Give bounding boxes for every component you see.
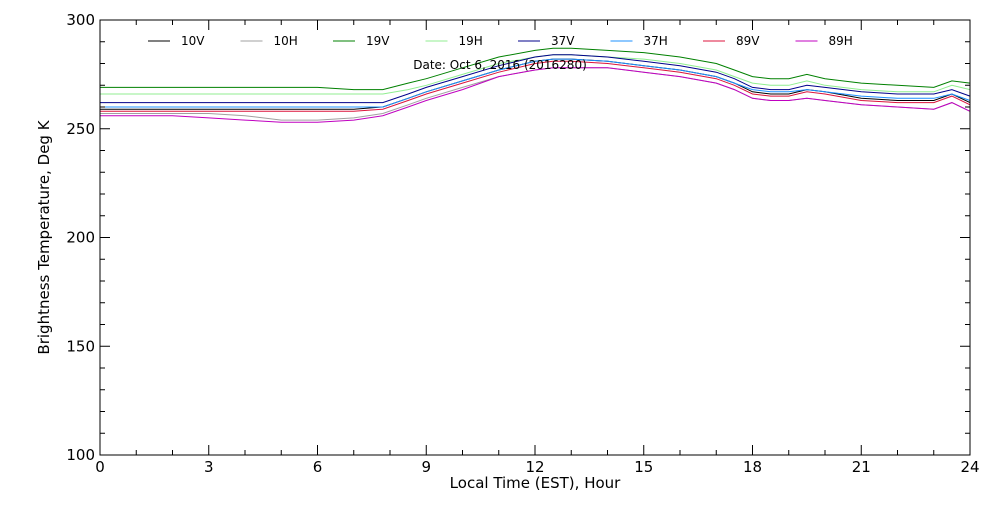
legend-label-10h: 10H xyxy=(274,34,298,48)
series-line-37v xyxy=(100,54,971,104)
x-axis-title: Local Time (EST), Hour xyxy=(450,474,621,492)
y-tick-label: 300 xyxy=(66,11,95,29)
x-tick-label: 3 xyxy=(204,458,214,476)
x-tick-label: 15 xyxy=(634,458,653,476)
x-tick-label: 18 xyxy=(743,458,762,476)
series-line-89h xyxy=(100,67,971,123)
date-annotation: Date: Oct 6, 2016 (2016280) xyxy=(413,58,587,72)
legend-label-19v: 19V xyxy=(366,34,390,48)
series-line-89v xyxy=(100,60,971,112)
x-tick-label: 0 xyxy=(95,458,105,476)
legend-label-37h: 37H xyxy=(644,34,668,48)
series-line-37h xyxy=(100,58,971,108)
x-tick-label: 21 xyxy=(852,458,871,476)
legend-label-10v: 10V xyxy=(181,34,205,48)
legend-label-19h: 19H xyxy=(459,34,483,48)
series-lines xyxy=(100,47,971,123)
x-tick-label: 12 xyxy=(525,458,544,476)
y-tick-label: 100 xyxy=(66,446,95,464)
y-tick-label: 150 xyxy=(66,337,95,355)
legend-label-37v: 37V xyxy=(551,34,575,48)
y-axis-title: Brightness Temperature, Deg K xyxy=(35,119,53,354)
y-tick-label: 200 xyxy=(66,229,95,247)
y-tick-label: 250 xyxy=(66,120,95,138)
legend: 10V 10H 19V 19H 37V 37H 89V 89H xyxy=(148,34,853,48)
legend-label-89h: 89H xyxy=(829,34,853,48)
x-tick-label: 9 xyxy=(421,458,431,476)
axis-ticks xyxy=(99,19,971,456)
plot-frame xyxy=(99,19,971,456)
legend-label-89v: 89V xyxy=(736,34,760,48)
x-tick-label: 24 xyxy=(960,458,979,476)
series-line-19v xyxy=(100,47,971,91)
tick-labels: 0 3 6 9 12 15 18 21 24 100 150 200 250 300 xyxy=(66,11,979,476)
x-tick-label: 6 xyxy=(313,458,323,476)
